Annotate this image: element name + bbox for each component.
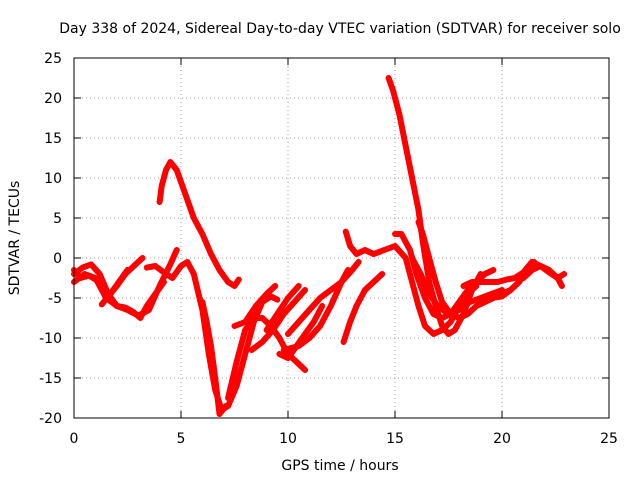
series-line: [280, 267, 351, 353]
series-line: [340, 271, 386, 345]
x-tick-label: 25: [600, 431, 618, 447]
series-line: [285, 259, 362, 337]
y-tick-label: -20: [39, 411, 62, 427]
axis-tick-labels: 0 5 10 15 20 25 -20 -15 -10 -5 0 5 10 15 20 25: [39, 51, 618, 447]
series-sat-p: [342, 228, 377, 257]
series-line: [276, 303, 326, 361]
series-line: [409, 255, 505, 317]
series-sat-h: [225, 315, 309, 401]
y-tick-label: 5: [53, 211, 62, 227]
y-tick-label: -5: [48, 291, 62, 307]
y-tick-label: -15: [39, 371, 62, 387]
series-sat-m: [285, 259, 362, 337]
series-sat-g: [199, 299, 229, 417]
series-sat-j: [248, 287, 309, 353]
series-line: [342, 228, 377, 257]
series-line: [225, 315, 309, 401]
x-tick-label: 20: [493, 431, 511, 447]
plot-frame: [73, 57, 610, 419]
data-series: [71, 75, 568, 417]
x-tick-label: 15: [386, 431, 404, 447]
series-line: [71, 261, 167, 321]
series-sat-d: [98, 267, 131, 308]
y-tick-label: 15: [44, 131, 62, 147]
series-line: [520, 263, 568, 281]
series-line: [231, 283, 279, 329]
series-line: [199, 299, 229, 417]
x-tick-label: 0: [70, 431, 79, 447]
y-tick-label: -10: [39, 331, 62, 347]
y-tick-label: 20: [44, 91, 62, 107]
series-sat-l: [276, 303, 326, 361]
series-sat-x: [520, 263, 568, 281]
y-tick-label: 10: [44, 171, 62, 187]
series-sat-e: [156, 159, 242, 289]
series-sat-o: [340, 271, 386, 345]
series-sat-u: [409, 255, 505, 317]
series-sat-b: [71, 261, 167, 321]
series-sat-i: [231, 283, 279, 329]
axis-ticks: [73, 57, 610, 419]
y-tick-label: 0: [53, 251, 62, 267]
series-sat-k: [263, 283, 302, 333]
series-sat-n: [280, 267, 351, 353]
series-line: [156, 159, 242, 289]
series-line: [98, 267, 131, 308]
x-axis-label: GPS time / hours: [281, 458, 398, 474]
chart-title: Day 338 of 2024, Sidereal Day-to-day VTE…: [59, 21, 621, 37]
series-line: [263, 283, 302, 333]
x-tick-label: 5: [177, 431, 186, 447]
x-tick-label: 10: [279, 431, 297, 447]
y-axis-label: SDTVAR / TECUs: [7, 181, 23, 296]
series-line: [248, 287, 309, 353]
y-tick-label: 25: [44, 51, 62, 67]
